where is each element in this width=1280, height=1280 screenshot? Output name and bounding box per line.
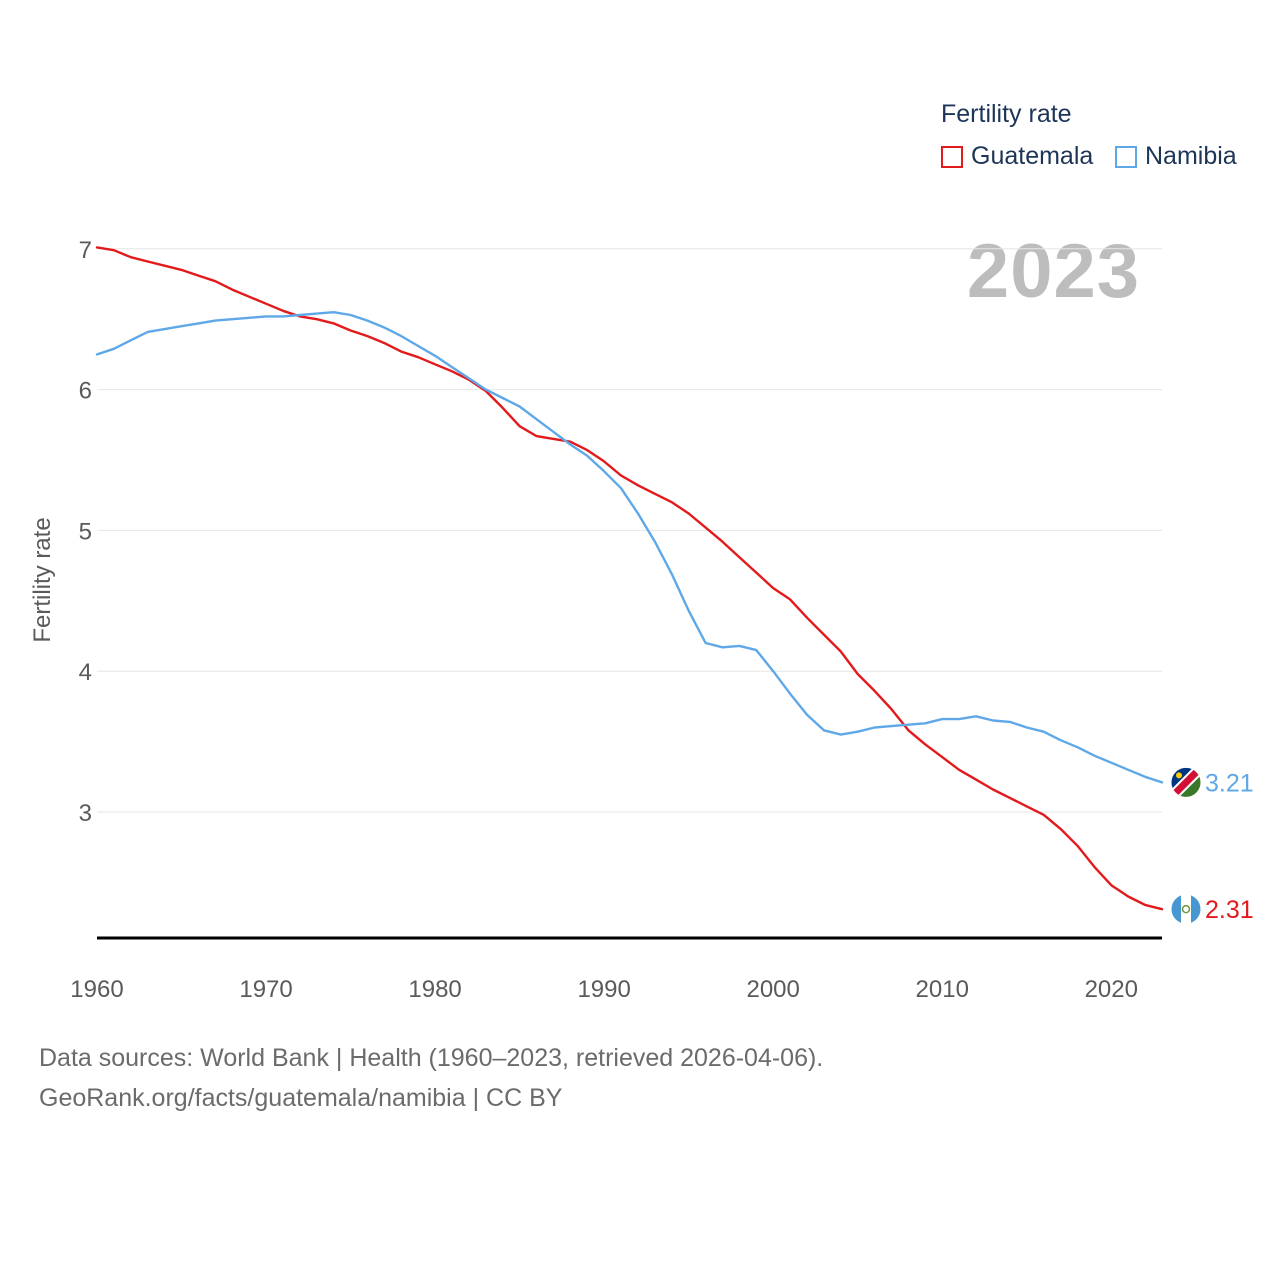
x-tick-label: 2020 (1085, 976, 1138, 1003)
legend-item-guatemala[interactable]: Guatemala (941, 142, 1093, 171)
end-value-label-guatemala: 2.31 (1205, 896, 1254, 924)
guatemala-flag-icon (1170, 893, 1202, 925)
current-year-label: 2023 (966, 229, 1140, 314)
series-line-namibia (95, 311, 1164, 784)
y-tick-label: 6 (79, 378, 92, 405)
namibia-flag-icon (1170, 766, 1202, 798)
legend-title: Fertility rate (941, 100, 1072, 128)
series-line-guatemala (95, 246, 1164, 911)
x-tick-label: 1970 (239, 976, 292, 1003)
legend-item-namibia[interactable]: Namibia (1115, 142, 1237, 171)
source-line-2: GeoRank.org/facts/guatemala/namibia | CC… (39, 1084, 563, 1112)
legend-label-guatemala: Guatemala (971, 142, 1094, 170)
y-tick-label: 7 (79, 237, 92, 264)
end-value-label-namibia: 3.21 (1205, 769, 1254, 797)
source-line-1: Data sources: World Bank | Health (1960–… (39, 1044, 824, 1072)
x-tick-label: 1960 (70, 976, 123, 1003)
y-tick-label: 5 (79, 518, 92, 545)
x-tick-label: 2010 (916, 976, 969, 1003)
y-tick-label: 3 (79, 800, 92, 827)
x-tick-label: 1990 (577, 976, 630, 1003)
legend-swatch-guatemala (941, 145, 963, 168)
x-tick-label: 1980 (408, 976, 461, 1003)
x-tick-label: 2000 (746, 976, 799, 1003)
legend-swatch-namibia (1115, 145, 1137, 168)
legend-label-namibia: Namibia (1145, 142, 1237, 170)
y-tick-label: 4 (79, 659, 92, 686)
